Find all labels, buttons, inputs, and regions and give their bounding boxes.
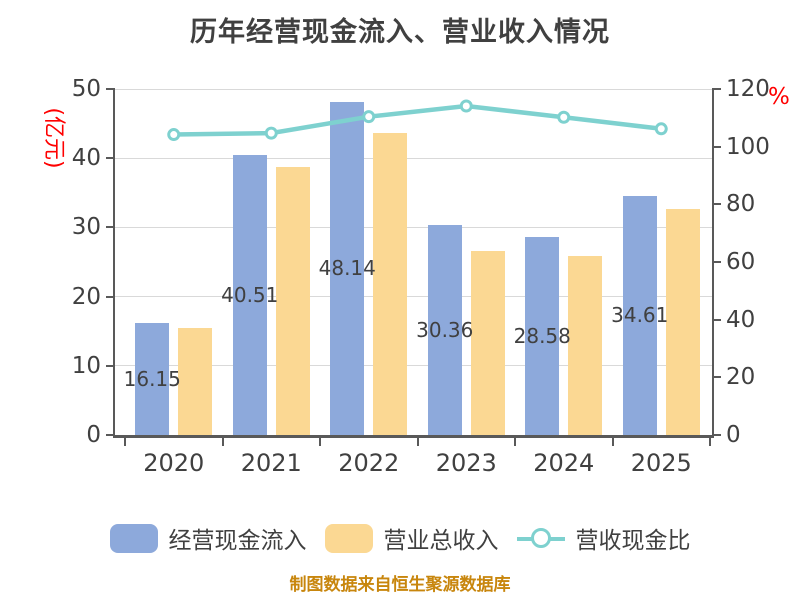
ratio-line-marker bbox=[557, 110, 571, 124]
legend-swatch-revenue bbox=[324, 523, 373, 553]
right-axis-unit-label: % bbox=[768, 84, 790, 110]
left-axis-tick bbox=[106, 295, 115, 298]
right-axis-tick-label: 80 bbox=[726, 191, 756, 218]
bar-operating-cash-inflow bbox=[232, 154, 267, 435]
left-axis-tick bbox=[106, 88, 115, 90]
chart-title: 历年经营现金流入、营业收入情况 bbox=[190, 17, 610, 48]
x-axis-tick bbox=[514, 435, 516, 446]
left-axis-tick-label: 40 bbox=[71, 145, 101, 172]
x-axis-label: 2024 bbox=[533, 449, 595, 477]
legend-line-marker-wrap bbox=[516, 524, 565, 553]
left-axis-tick bbox=[106, 364, 115, 367]
right-axis-tick bbox=[712, 376, 721, 379]
bar-data-label: 48.14 bbox=[318, 256, 376, 281]
bar-total-revenue bbox=[275, 167, 310, 435]
bar-operating-cash-inflow bbox=[427, 224, 462, 435]
ratio-line-marker bbox=[264, 126, 278, 140]
left-axis-tick-label: 50 bbox=[71, 76, 101, 102]
x-axis-tick bbox=[709, 435, 711, 446]
right-axis-tick bbox=[712, 88, 721, 90]
ratio-line-marker bbox=[654, 122, 668, 136]
right-axis-tick-label: 40 bbox=[726, 306, 756, 333]
legend-label-revenue: 营业总收入 bbox=[383, 528, 499, 554]
plot-area: 0 10 20 30 40 50 0 20 40 60 80 100 120 2020 2021 2022 20… bbox=[72, 76, 770, 477]
bar-operating-cash-inflow bbox=[135, 323, 170, 435]
right-axis-tick bbox=[712, 145, 721, 148]
right-axis-tick-label: 100 bbox=[726, 133, 770, 160]
grid-line bbox=[115, 157, 712, 159]
left-axis-tick bbox=[106, 434, 115, 436]
x-axis-label: 2021 bbox=[240, 449, 302, 477]
left-axis-tick-label: 20 bbox=[71, 283, 101, 310]
grid-line bbox=[115, 226, 712, 228]
x-axis-tick bbox=[221, 435, 224, 446]
bar-data-label: 28.58 bbox=[513, 324, 571, 349]
right-axis-tick bbox=[712, 203, 721, 206]
ratio-line-marker bbox=[167, 128, 181, 142]
x-axis-label: 2023 bbox=[435, 449, 497, 477]
legend: 经营现金流入 营业总收入 营收现金比 bbox=[0, 521, 800, 555]
x-axis-label: 2025 bbox=[630, 449, 692, 477]
right-axis-tick-label: 0 bbox=[726, 422, 741, 448]
left-axis-tick bbox=[106, 226, 115, 229]
right-axis-tick-label: 60 bbox=[726, 249, 756, 275]
bar-total-revenue bbox=[568, 255, 603, 435]
grid-line bbox=[115, 296, 712, 298]
ratio-line-marker bbox=[459, 99, 473, 113]
legend-item-ratio: 营收现金比 bbox=[516, 521, 691, 555]
legend-item-revenue: 营业总收入 bbox=[324, 521, 499, 555]
x-axis-label: 2020 bbox=[143, 449, 205, 477]
bar-data-label: 34.61 bbox=[611, 303, 669, 328]
legend-swatch-cash bbox=[109, 523, 158, 553]
x-axis-tick bbox=[124, 435, 126, 446]
bar-data-label: 16.15 bbox=[123, 367, 181, 392]
legend-line-marker bbox=[530, 527, 551, 548]
right-axis-tick bbox=[712, 434, 721, 436]
ratio-line-marker bbox=[362, 110, 376, 124]
left-axis-tick bbox=[106, 157, 115, 160]
right-axis-tick-label: 20 bbox=[726, 364, 756, 391]
left-axis-unit-label: (亿元) bbox=[41, 107, 66, 169]
legend-label-cash: 经营现金流入 bbox=[168, 528, 307, 554]
bar-total-revenue bbox=[178, 327, 213, 435]
bar-operating-cash-inflow bbox=[622, 195, 657, 435]
grid-line bbox=[115, 88, 712, 90]
ratio-line-layer bbox=[167, 99, 668, 142]
bar-data-label: 30.36 bbox=[416, 317, 474, 342]
bar-operating-cash-inflow bbox=[330, 101, 365, 435]
bar-total-revenue bbox=[373, 133, 408, 435]
right-axis-tick-label: 120 bbox=[726, 76, 770, 102]
x-axis-tick bbox=[416, 435, 419, 446]
source-note: 制图数据来自恒生聚源数据库 bbox=[289, 575, 511, 595]
bar-data-label: 40.51 bbox=[221, 282, 279, 307]
legend-item-operating-cash: 经营现金流入 bbox=[109, 521, 307, 555]
x-axis-tick bbox=[319, 435, 321, 446]
grid-line bbox=[115, 365, 712, 367]
bar-total-revenue bbox=[665, 209, 700, 435]
bar-total-revenue bbox=[470, 250, 505, 435]
right-axis-tick bbox=[712, 318, 721, 321]
bar-operating-cash-inflow bbox=[525, 237, 560, 435]
x-axis-label: 2022 bbox=[338, 449, 400, 477]
ratio-line bbox=[173, 103, 662, 137]
right-axis-tick bbox=[712, 261, 721, 263]
left-axis-tick-label: 30 bbox=[71, 214, 101, 241]
x-axis-tick bbox=[611, 435, 614, 446]
legend-label-ratio: 营收现金比 bbox=[575, 528, 691, 554]
left-axis-tick-label: 0 bbox=[86, 422, 101, 448]
left-axis-tick-label: 10 bbox=[71, 352, 101, 379]
